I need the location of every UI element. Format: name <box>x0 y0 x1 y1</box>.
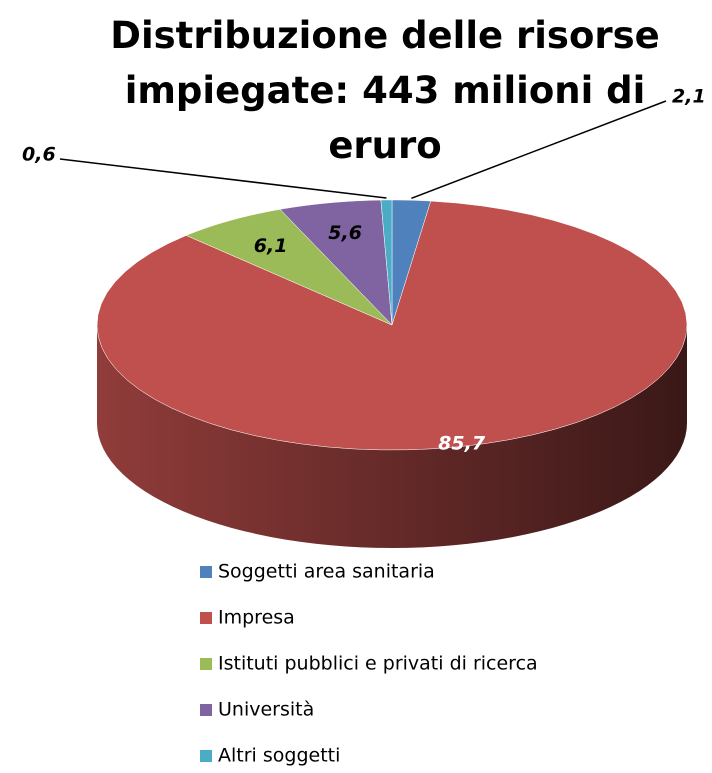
leader-line <box>59 158 387 199</box>
slice <box>279 199 393 326</box>
legend-swatch <box>200 704 212 716</box>
legend-swatch <box>200 566 212 578</box>
legend-label: Impresa <box>218 607 295 629</box>
legend-label: Soggetti area sanitaria <box>218 561 435 583</box>
leader-line <box>411 100 667 199</box>
slice-side <box>97 325 687 548</box>
legend-swatch <box>200 612 212 624</box>
legend-label: Università <box>218 699 314 721</box>
chart-title: Distribuzione delle risorse impiegate: 4… <box>110 14 660 167</box>
legend-swatch <box>200 750 212 762</box>
data-label: 85,7 <box>438 432 486 454</box>
slice <box>96 200 688 451</box>
legend-label: Istituti pubblici e privati di ricerca <box>218 653 538 675</box>
data-label: 2,1 <box>672 86 706 108</box>
legend-swatch <box>200 658 212 670</box>
legend-label: Altri soggetti <box>218 745 340 767</box>
data-label: 5,6 <box>328 222 362 244</box>
slice <box>380 199 393 326</box>
slice <box>185 209 393 326</box>
data-label: 6,1 <box>254 235 288 257</box>
data-label: 0,6 <box>22 144 56 166</box>
